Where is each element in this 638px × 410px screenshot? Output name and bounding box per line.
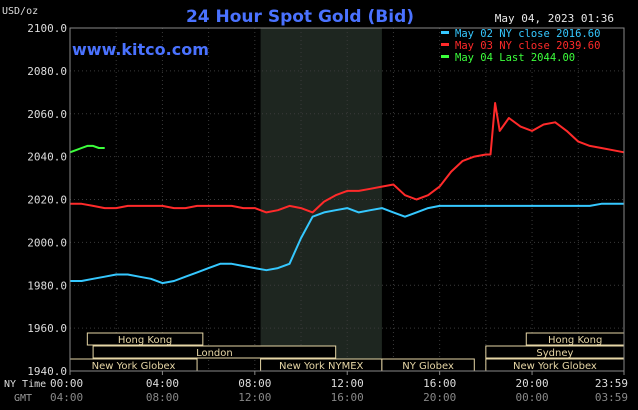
shaded-period [260,28,382,371]
x-tick-label-ny: 23:59 [595,377,628,390]
x-tick-label-ny: 16:00 [423,377,456,390]
x-tick-label-gmt: 08:00 [146,391,179,404]
y-tick-label: 2060.0 [27,108,67,121]
y-tick-label: 2020.0 [27,194,67,207]
x-tick-label-ny: 04:00 [146,377,179,390]
y-tick-label: 1980.0 [27,279,67,292]
series-line-may-02 [70,202,624,285]
session-bar [92,345,337,359]
session-label: NY Globex [402,361,454,372]
x-tick-label-ny: 00:00 [50,377,83,390]
x-tick-label-gmt: 03:59 [595,391,628,404]
session-label: Hong Kong [548,335,602,346]
y-tick-label: 1940.0 [27,365,67,378]
session-label: New York Globex [513,361,597,372]
x-tick-label-ny: 20:00 [515,377,548,390]
x-tick-label-ny: 12:00 [331,377,364,390]
chart-title: 24 Hour Spot Gold (Bid) [186,7,414,27]
legend-swatch [441,43,449,46]
x-tick-label-gmt: 16:00 [331,391,364,404]
session-bar [86,332,204,346]
x-tick-label-gmt: 00:00 [515,391,548,404]
x-label-gmt: GMT [14,393,32,404]
brand-link[interactable]: www.kitco.com [72,40,209,59]
session-label: London [196,348,233,359]
x-axis-ticks: 00:00 04:00 08:00 12:00 16:00 20:00 23:5904:00… [50,371,628,404]
y-tick-label: 2080.0 [27,65,67,78]
y-tick-label: 2100.0 [27,22,67,35]
legend-swatch [441,31,449,34]
y-axis-ticks: 2100.0 2080.0 2060.0 2040.0 2020.0 2000.0 1980… [27,22,67,378]
session-label: New York NYMEX [279,361,364,372]
timestamp: May 04, 2023 01:36 [495,12,614,25]
y-tick-label: 1960.0 [27,322,67,335]
series-line-may-03 [70,102,625,214]
unit-label: USD/oz [2,6,38,17]
session-label: New York Globex [92,361,176,372]
session-bars: Hong Kong London New York Globex New York N… [69,332,625,372]
legend-entry: May 04 Last 2044.00 [455,52,575,64]
x-tick-label-gmt: 20:00 [423,391,456,404]
x-tick-label-gmt: 04:00 [50,391,83,404]
session-label: Sydney [536,348,573,359]
legend-entry: May 02 NY close 2016.60 [455,28,600,40]
series-lines [69,102,625,285]
series-line-may-04 [69,144,105,154]
x-label-ny-time: NY Time [4,379,46,390]
y-tick-label: 2000.0 [27,236,67,249]
legend-entry: May 03 NY close 2039.60 [455,40,600,52]
x-tick-label-gmt: 12:00 [238,391,271,404]
y-tick-label: 2040.0 [27,151,67,164]
legend-swatch [441,55,449,58]
session-label: Hong Kong [118,335,172,346]
x-tick-label-ny: 08:00 [238,377,271,390]
